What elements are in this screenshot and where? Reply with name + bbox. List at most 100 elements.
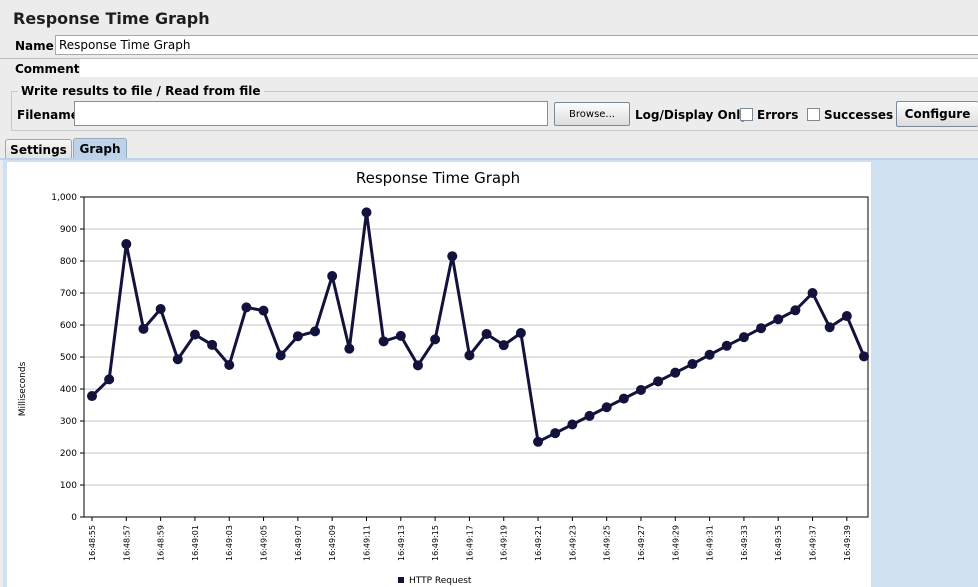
y-tick-label: 200: [60, 449, 77, 459]
tab-strip-border: [0, 158, 978, 160]
file-panel: [11, 91, 978, 131]
y-tick-label: 600: [60, 321, 77, 331]
data-point: [687, 359, 698, 370]
y-tick-label: 400: [60, 385, 77, 395]
panel-title: Response Time Graph: [13, 9, 210, 28]
y-tick-label: 0: [71, 513, 77, 523]
y-tick-label: 100: [60, 481, 77, 491]
errors-checkbox[interactable]: [740, 108, 753, 121]
filename-input[interactable]: [74, 101, 548, 126]
data-point: [138, 323, 149, 334]
x-tick-label: 16:49:01: [191, 525, 200, 561]
data-point: [584, 410, 595, 421]
y-tick-label: 800: [60, 257, 77, 267]
data-point: [430, 334, 441, 345]
x-tick-label: 16:48:57: [122, 525, 131, 561]
name-label: Name:: [15, 39, 59, 53]
filename-label: Filename: [17, 108, 79, 122]
data-point: [635, 384, 646, 395]
legend-label: HTTP Request: [409, 576, 472, 586]
data-point: [87, 391, 97, 402]
x-tick-label: 16:49:07: [294, 525, 303, 561]
data-point: [104, 374, 115, 385]
x-tick-label: 16:49:35: [774, 525, 783, 561]
data-point: [790, 305, 801, 316]
x-tick-label: 16:49:29: [671, 525, 680, 561]
data-point: [258, 305, 269, 316]
grid-lines: [84, 196, 868, 518]
x-tick-label: 16:49:03: [225, 525, 234, 561]
browse-button[interactable]: Browse...: [554, 102, 630, 126]
data-point: [533, 436, 544, 447]
x-tick-label: 16:49:39: [843, 525, 852, 561]
data-point: [378, 336, 389, 347]
x-tick-label: 16:49:17: [465, 525, 474, 561]
x-tick-label: 16:48:59: [157, 525, 166, 561]
x-axis-ticks: 16:48:55 16:48:57 16:48:59 16:49:01 16:49:03…: [88, 517, 852, 561]
series-http-request: [87, 207, 869, 447]
x-tick-label: 16:49:19: [500, 525, 509, 561]
successes-checkbox[interactable]: [807, 108, 820, 121]
x-tick-label: 16:49:21: [534, 525, 543, 561]
successes-label[interactable]: Successes: [824, 108, 894, 122]
legend-swatch: [398, 577, 404, 583]
y-axis-label: Milliseconds: [18, 361, 28, 416]
data-point: [859, 351, 869, 362]
comments-field[interactable]: [80, 59, 978, 77]
x-tick-label: 16:49:15: [431, 525, 440, 561]
data-point: [618, 393, 629, 404]
data-point: [395, 330, 406, 341]
data-point: [824, 322, 835, 333]
tab-settings[interactable]: Settings: [5, 139, 72, 159]
data-point: [207, 339, 218, 350]
response-time-chart: Response Time Graph Milliseconds 0 100 200…: [18, 169, 869, 586]
data-point: [327, 271, 338, 282]
x-tick-label: 16:49:11: [362, 525, 371, 561]
data-point: [756, 323, 767, 334]
configure-button[interactable]: Configure: [896, 101, 978, 127]
data-point: [567, 419, 578, 430]
file-panel-legend: Write results to file / Read from file: [18, 84, 264, 98]
x-tick-label: 16:49:37: [809, 525, 818, 561]
data-point: [189, 329, 200, 340]
y-axis-ticks: 0 100 200 300 400 500 600 700 800 900 1,000: [51, 193, 84, 523]
chart-area: Response Time Graph Milliseconds 0 100 200…: [7, 162, 871, 587]
data-point: [653, 376, 664, 387]
data-point: [275, 350, 286, 361]
data-point: [515, 328, 526, 338]
data-point: [464, 350, 475, 361]
data-point: [670, 367, 681, 378]
chart-title: Response Time Graph: [356, 169, 520, 187]
comments-label: Comments:: [15, 62, 92, 76]
x-tick-label: 16:49:09: [328, 525, 337, 561]
x-tick-label: 16:49:27: [637, 525, 646, 561]
separator: [0, 58, 978, 59]
y-tick-label: 900: [60, 225, 77, 235]
y-tick-label: 1,000: [51, 193, 77, 203]
data-point: [481, 328, 492, 339]
x-tick-label: 16:49:31: [706, 525, 715, 561]
data-point: [310, 326, 321, 337]
data-point: [721, 340, 732, 351]
data-point: [807, 288, 818, 298]
tab-graph[interactable]: Graph: [73, 138, 127, 159]
data-point: [344, 343, 355, 354]
data-point: [841, 311, 852, 322]
data-point: [172, 354, 183, 365]
x-tick-label: 16:49:33: [740, 525, 749, 561]
x-tick-label: 16:49:13: [397, 525, 406, 561]
x-tick-label: 16:49:25: [603, 525, 612, 561]
series-line: [90, 210, 866, 444]
data-point: [447, 251, 458, 262]
y-tick-label: 700: [60, 289, 77, 299]
name-input[interactable]: Response Time Graph: [55, 35, 978, 55]
data-point: [601, 402, 612, 413]
x-tick-label: 16:48:55: [88, 525, 97, 561]
legend: HTTP Request: [398, 576, 472, 586]
data-point: [121, 239, 132, 250]
errors-label[interactable]: Errors: [757, 108, 799, 122]
data-point: [241, 302, 252, 313]
data-point: [361, 207, 372, 218]
data-point: [224, 360, 235, 370]
log-display-label: Log/Display Only:: [635, 108, 753, 122]
